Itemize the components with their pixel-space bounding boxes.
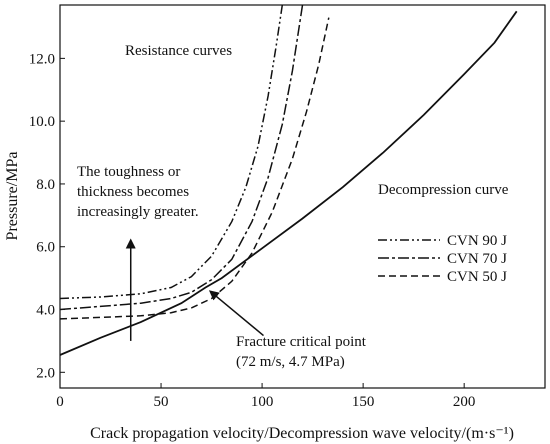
y-tick-label: 2.0 <box>36 365 55 381</box>
x-ticks: 0 50 100 150 200 <box>56 383 475 410</box>
series-lines <box>59 4 518 356</box>
y-tick-label: 6.0 <box>36 240 55 256</box>
critical-point-label-line-2: (72 m/s, 4.7 MPa) <box>236 354 345 370</box>
y-tick-label: 8.0 <box>36 177 55 193</box>
toughness-note-line-3: increasingly greater. <box>77 204 199 220</box>
y-ticks: 2.0 4.0 6.0 8.0 10.0 12.0 <box>29 51 65 381</box>
x-tick-label: 200 <box>453 394 476 410</box>
series-line-cvn-90-j <box>59 4 284 300</box>
resistance-curves-label: Resistance curves <box>125 43 232 59</box>
plot-frame <box>59 4 546 389</box>
toughness-note-line-2: thickness becomes <box>77 184 189 200</box>
decompression-curve-label: Decompression curve <box>378 182 509 198</box>
legend: CVN 90 J CVN 70 J CVN 50 J <box>378 233 507 285</box>
x-tick-label: 150 <box>352 394 375 410</box>
series-line-decompression-curve <box>59 10 518 356</box>
critical-point-arrow <box>208 290 264 337</box>
y-tick-label: 4.0 <box>36 303 55 319</box>
x-axis-label: Crack propagation velocity/Decompression… <box>90 425 514 442</box>
series-line-cvn-50-j <box>59 17 330 320</box>
toughness-note-line-1: The toughness or <box>77 164 180 180</box>
x-tick-label: 50 <box>154 394 169 410</box>
series-line-cvn-70-j <box>59 4 304 311</box>
critical-point-label-line-1: Fracture critical point <box>236 334 367 350</box>
y-tick-label: 10.0 <box>29 114 55 130</box>
x-tick-label: 100 <box>251 394 274 410</box>
legend-entry: CVN 90 J <box>447 233 507 249</box>
y-axis-label: Pressure/MPa <box>4 152 21 241</box>
annotations <box>125 238 264 341</box>
y-tick-label: 12.0 <box>29 51 55 67</box>
legend-entry: CVN 70 J <box>447 251 507 267</box>
x-tick-label: 0 <box>56 394 64 410</box>
legend-entry: CVN 50 J <box>447 269 507 285</box>
